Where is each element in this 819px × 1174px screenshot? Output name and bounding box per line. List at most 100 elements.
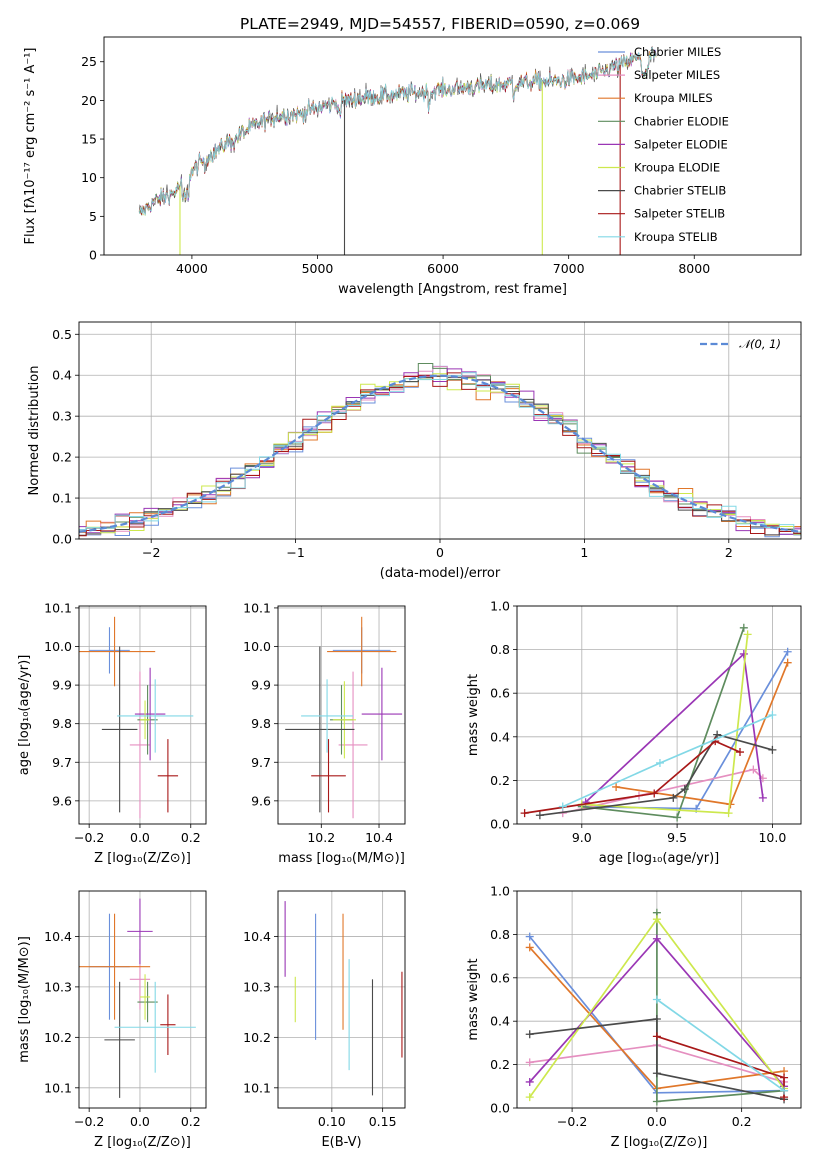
tick-label-y: 9.7: [251, 755, 271, 770]
residual-histogram-step: [79, 373, 801, 535]
legend-label: Kroupa STELIB: [634, 230, 718, 244]
x-axis-label: Z [log₁₀(Z/Z⊙)]: [611, 1135, 708, 1150]
weight-line: [615, 662, 789, 806]
tick-label-y: 1.0: [490, 599, 510, 614]
axes-residuals: −2 −1 0 1 2 0.0 0.1 0.2 0.3 0.4 0.5 (data-model)/er…: [27, 321, 802, 581]
spectrum-legend: Chabrier MILES Salpeter MILES Kroupa MILES…: [598, 45, 729, 244]
tick-label-y: 10.1: [243, 1080, 271, 1095]
tick-label-x: 10.0: [758, 830, 786, 845]
weight-marker: [525, 943, 534, 952]
legend-item: Salpeter ELODIE: [598, 137, 728, 151]
y-axis-label: Normed distribution: [27, 366, 42, 496]
legend-label: Chabrier ELODIE: [634, 114, 729, 128]
tick-label-y: 20: [81, 93, 97, 108]
errorbar-point: [301, 679, 354, 753]
tick-label-y: 10.4: [243, 929, 271, 944]
tick-label-x: 10.4: [365, 830, 393, 845]
tick-label-y: 0.1: [52, 491, 72, 506]
tick-label-y: 0.2: [490, 1057, 510, 1072]
tick-label-y: 10.1: [44, 1080, 72, 1095]
weight-marker: [768, 711, 777, 719]
plot-frame-weight_vs_Z: [516, 890, 802, 1109]
errorbar-point: [89, 627, 130, 674]
legend-label: Chabrier STELIB: [634, 184, 726, 198]
weight-marker: [652, 934, 661, 943]
tick-label-y: 0.5: [52, 327, 72, 342]
weight-marker: [680, 785, 689, 794]
plot-frame-age_vs_Z: [78, 605, 207, 825]
plot-frame-weight_vs_age: [516, 605, 802, 825]
tick-label-x: 9.0: [572, 830, 592, 845]
errorbar-point: [285, 646, 355, 813]
weight-marker: [783, 647, 792, 656]
residual-legend: 𝒩(0, 1): [700, 337, 781, 351]
spectrum-model-line: [138, 48, 657, 216]
tick-label-x: 0.10: [318, 1114, 346, 1129]
plot-frame-age_vs_mass: [277, 605, 406, 825]
legend-item: Chabrier MILES: [598, 45, 721, 59]
tick-label-x: −1: [286, 545, 304, 560]
weight-line: [656, 998, 785, 1092]
tick-label-x: 5000: [302, 261, 334, 276]
weight-marker: [525, 1058, 534, 1067]
errorbar-point: [139, 700, 151, 740]
tick-label-y: 10: [81, 170, 97, 185]
tick-label-x: 0.2: [181, 1114, 201, 1129]
weight-marker: [749, 765, 758, 774]
errorbar-point: [134, 667, 166, 761]
weight-marker: [652, 995, 661, 1004]
weight-marker: [612, 782, 621, 791]
tick-label-y: 0.3: [52, 409, 72, 424]
errorbar-point: [129, 671, 151, 819]
errorbar-point: [127, 898, 153, 965]
tick-label-x: 4000: [176, 261, 208, 276]
weight-lines-weight_vs_age: [520, 623, 792, 822]
weight-marker: [652, 1069, 661, 1078]
tick-label-x: 0.2: [732, 1114, 752, 1129]
weight-marker: [713, 730, 722, 739]
weight-series: [577, 623, 748, 822]
errorbars-age_vs_mass: [285, 616, 403, 819]
tick-label-x: 0.15: [369, 1114, 397, 1129]
tick-label-y: 10.3: [44, 979, 72, 994]
weight-marker: [525, 1093, 534, 1102]
figure-title: PLATE=2949, MJD=54557, FIBERID=0590, z=0…: [240, 15, 640, 33]
axes-age_vs_mass: 10.2 10.4 9.6 9.7 9.8 9.9 10.0 10.1 mass [log₁₀(…: [243, 600, 406, 866]
legend-label: Salpeter MILES: [634, 68, 720, 82]
tick-label-y: 0.4: [490, 1014, 510, 1029]
x-axis-label: (data-model)/error: [380, 566, 501, 581]
errorbar-point: [79, 616, 156, 687]
tick-label-x: 0: [436, 545, 444, 560]
tick-label-y: 0.2: [490, 773, 510, 788]
weight-marker: [673, 813, 682, 822]
tick-label-x: 8000: [678, 261, 710, 276]
errorbar-point: [332, 681, 356, 759]
spectrum-lines: [138, 45, 657, 255]
x-axis-label: mass [log₁₀(M/M⊙)]: [278, 851, 405, 866]
tick-label-y: 9.8: [52, 716, 72, 731]
tick-label-y: 5: [89, 209, 97, 224]
tick-label-y: 0.8: [490, 642, 510, 657]
weight-marker: [669, 793, 678, 802]
weight-marker: [743, 630, 752, 639]
weight-marker: [655, 758, 664, 767]
weight-marker: [739, 623, 748, 632]
weight-line: [581, 627, 745, 819]
errorbar-point: [139, 974, 151, 1020]
weight-marker: [525, 1077, 534, 1086]
grid-mass_vs_Z: [79, 891, 206, 1108]
spectrum-model-line: [138, 48, 657, 216]
tick-label-x: 7000: [553, 261, 585, 276]
spectrum-model-line: [138, 45, 657, 215]
axes-spectrum: 4000 5000 6000 7000 8000 0 5 10 15 20 25 wavelength…: [23, 36, 802, 297]
y-axis-label: age [log₁₀(age/yr)]: [17, 655, 32, 776]
legend-item: Chabrier STELIB: [598, 184, 726, 198]
tick-label-x: −2: [142, 545, 160, 560]
weight-line: [529, 1018, 785, 1101]
legend-item: Kroupa MILES: [598, 91, 713, 105]
errorbars-mass_vs_ebv: [284, 901, 403, 1096]
legend-label: Kroupa MILES: [634, 91, 713, 105]
legend-label: Salpeter STELIB: [634, 207, 725, 221]
spectrum-model-line: [138, 47, 657, 215]
plot-frame-mass_vs_ebv: [277, 890, 406, 1109]
